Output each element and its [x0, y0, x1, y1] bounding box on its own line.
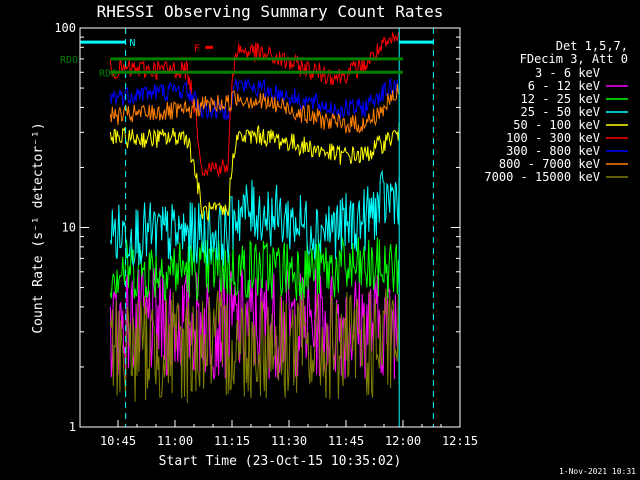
legend-item-label: 800 - 7000 keV: [499, 157, 600, 171]
y-tick-label: 1: [69, 420, 76, 434]
series-line: [109, 288, 400, 403]
legend-header-line-1: Det 1,5,7,: [556, 39, 628, 53]
x-tick-label: 10:45: [100, 434, 136, 448]
series-line: [109, 237, 400, 302]
y-tick-label: 100: [54, 21, 76, 35]
x-axis-label: Start Time (23-Oct-15 10:35:02): [159, 454, 402, 469]
flag-rdo-label: RDO: [60, 55, 78, 66]
x-tick-label: 11:00: [157, 434, 193, 448]
legend-item-label: 7000 - 15000 keV: [484, 170, 600, 184]
tick-layer: 10:45 11:00 11:15 11:30 11:45 12:00 12:15 1 10 10…: [54, 21, 478, 448]
y-axis-label: Count Rate (s⁻¹ detector⁻¹): [31, 122, 46, 333]
series-line: [109, 31, 400, 177]
flag-f-label: F: [194, 43, 200, 54]
series-line: [109, 83, 400, 134]
x-tick-label: 12:15: [442, 434, 478, 448]
series-layer: [109, 31, 400, 403]
legend-header-line-2: FDecim 3, Att 0: [520, 52, 628, 66]
x-tick-label: 11:15: [214, 434, 250, 448]
legend-item-label: 6 - 12 keV: [528, 79, 600, 93]
x-tick-label: 11:30: [271, 434, 307, 448]
x-tick-label: 11:45: [328, 434, 364, 448]
x-tick-label: 12:00: [385, 434, 421, 448]
legend-item-label: 3 - 6 keV: [535, 66, 600, 80]
flag-n-label: N: [129, 38, 135, 49]
series-line: [109, 77, 400, 121]
legend-item-label: 300 - 800 keV: [506, 144, 600, 158]
footer-date: 1-Nov-2021 10:31: [559, 467, 636, 476]
legend-item-label: 25 - 50 keV: [521, 105, 600, 119]
markers-layer: N F RDO RD6: [60, 28, 434, 427]
series-line: [109, 123, 400, 222]
chart-title: RHESSI Observing Summary Count Rates: [97, 2, 444, 21]
series-line: [109, 168, 400, 193]
series-line: [109, 267, 400, 380]
legend-item-label: 12 - 25 keV: [521, 92, 600, 106]
y-tick-label: 10: [62, 221, 76, 235]
series-line: [109, 169, 400, 267]
legend-item-label: 100 - 300 keV: [506, 131, 600, 145]
legend-item-label: 50 - 100 keV: [513, 118, 600, 132]
flag-rd6-label: RD6: [99, 68, 117, 79]
